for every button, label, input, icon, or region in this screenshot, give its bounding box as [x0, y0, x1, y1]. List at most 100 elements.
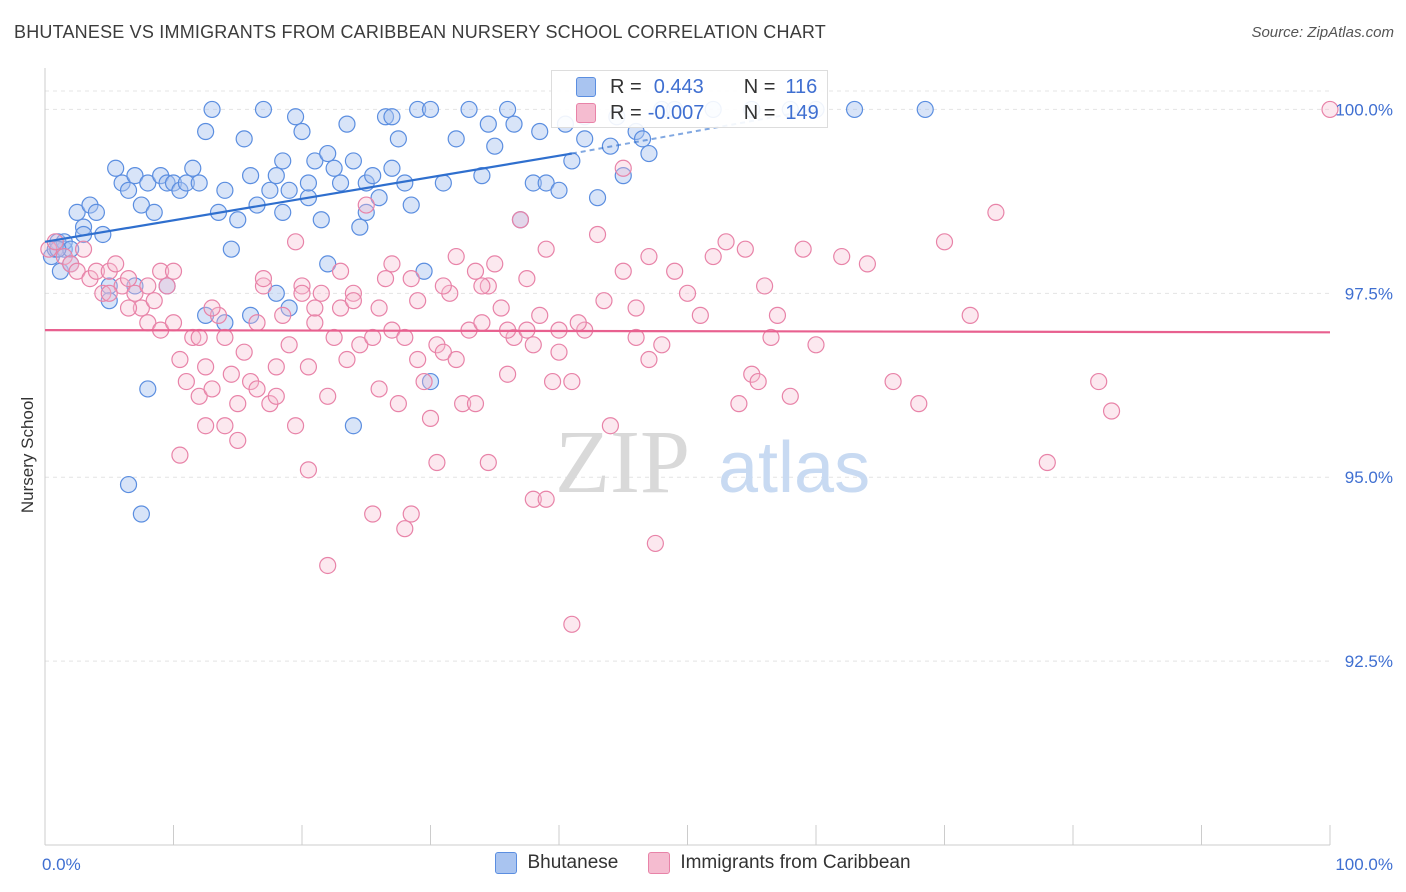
bhutanese-point [390, 131, 406, 147]
caribbean-trend-line [45, 330, 1330, 332]
bhutanese-point [326, 160, 342, 176]
caribbean-point [808, 337, 824, 353]
caribbean-point [146, 293, 162, 309]
caribbean-point [333, 263, 349, 279]
caribbean-point [358, 197, 374, 213]
caribbean-point [519, 271, 535, 287]
bhutanese-point [88, 204, 104, 220]
caribbean-point [236, 344, 252, 360]
bhutanese-point [230, 212, 246, 228]
bhutanese-point [255, 101, 271, 117]
caribbean-point [230, 432, 246, 448]
bhutanese-point [435, 175, 451, 191]
caribbean-point [255, 271, 271, 287]
caribbean-point [300, 359, 316, 375]
bhutanese-point [345, 418, 361, 434]
r-value: -0.007 [648, 102, 726, 125]
caribbean-point [435, 278, 451, 294]
caribbean-point [532, 307, 548, 323]
caribbean-point [345, 293, 361, 309]
caribbean-point [249, 381, 265, 397]
y-axis-label: Nursery School [18, 397, 37, 513]
bhutanese-point [191, 175, 207, 191]
legend-swatch-caribbean [648, 852, 670, 874]
caribbean-point [268, 359, 284, 375]
bhutanese-point [352, 219, 368, 235]
caribbean-point [320, 388, 336, 404]
bhutanese-point [345, 153, 361, 169]
legend-item-caribbean: Immigrants from Caribbean [648, 852, 910, 874]
caribbean-point [737, 241, 753, 257]
stats-row-caribbean: R = -0.007 N = 149 [576, 100, 819, 126]
r-label: R = [610, 76, 642, 99]
bhutanese-point [461, 101, 477, 117]
caribbean-point [474, 315, 490, 331]
caribbean-point [371, 381, 387, 397]
caribbean-point [615, 160, 631, 176]
caribbean-point [795, 241, 811, 257]
caribbean-point [217, 418, 233, 434]
caribbean-point [198, 418, 214, 434]
caribbean-point [159, 278, 175, 294]
caribbean-point [416, 374, 432, 390]
n-value: 116 [785, 76, 817, 99]
bhutanese-point [500, 101, 516, 117]
bhutanese-point [140, 381, 156, 397]
bhutanese-point [448, 131, 464, 147]
caribbean-point [410, 352, 426, 368]
stats-swatch-caribbean [576, 103, 596, 123]
caribbean-point [448, 249, 464, 265]
caribbean-point [596, 293, 612, 309]
caribbean-point [500, 366, 516, 382]
stats-box: R = 0.443 N = 116 R = -0.007 N = 149 [551, 70, 828, 128]
caribbean-point [782, 388, 798, 404]
caribbean-point [718, 234, 734, 250]
caribbean-point [371, 300, 387, 316]
r-value: 0.443 [654, 76, 726, 99]
caribbean-point [288, 234, 304, 250]
bhutanese-point [217, 182, 233, 198]
scatter-chart: ZIP atlas 92.5%95.0%97.5%100.0%0.0% 100.0… [0, 0, 1406, 892]
caribbean-point [204, 381, 220, 397]
caribbean-point [320, 557, 336, 573]
caribbean-point [217, 329, 233, 345]
caribbean-point [769, 307, 785, 323]
bhutanese-point [281, 182, 297, 198]
caribbean-point [249, 315, 265, 331]
caribbean-point [859, 256, 875, 272]
caribbean-point [140, 278, 156, 294]
caribbean-point [172, 352, 188, 368]
caribbean-point [615, 263, 631, 279]
caribbean-point [288, 418, 304, 434]
caribbean-point [834, 249, 850, 265]
caribbean-point [731, 396, 747, 412]
caribbean-point [667, 263, 683, 279]
caribbean-point [326, 329, 342, 345]
caribbean-point [641, 249, 657, 265]
y-tick-label: 92.5% [1345, 652, 1393, 671]
bhutanese-point [223, 241, 239, 257]
caribbean-point [365, 329, 381, 345]
bhutanese-point [262, 182, 278, 198]
stats-swatch-bhutanese [576, 77, 596, 97]
bhutanese-point [185, 160, 201, 176]
bhutanese-point [198, 123, 214, 139]
caribbean-point [365, 506, 381, 522]
bhutanese-point [641, 146, 657, 162]
caribbean-point [121, 271, 137, 287]
bhutanese-point [204, 101, 220, 117]
caribbean-point [403, 271, 419, 287]
bhutanese-point [403, 197, 419, 213]
caribbean-point [538, 491, 554, 507]
caribbean-point [750, 374, 766, 390]
caribbean-point [423, 410, 439, 426]
caribbean-point [204, 300, 220, 316]
caribbean-point [551, 344, 567, 360]
caribbean-point [178, 374, 194, 390]
caribbean-point [641, 352, 657, 368]
bhutanese-point [917, 101, 933, 117]
bhutanese-point [506, 116, 522, 132]
y-tick-label: 100.0% [1335, 100, 1393, 119]
bhutanese-point [95, 226, 111, 242]
caribbean-point [885, 374, 901, 390]
